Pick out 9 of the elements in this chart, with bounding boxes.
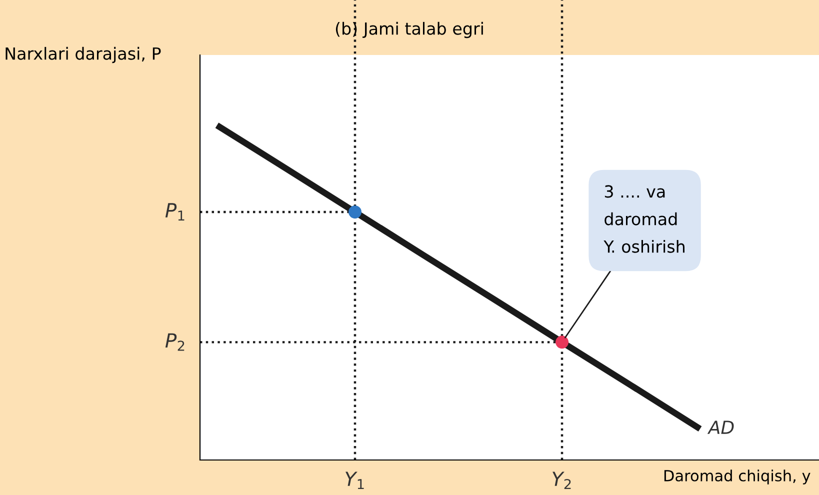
x-tick-label: Y$_{1}$ bbox=[346, 472, 364, 490]
x-axis-title: Daromad chiqish, y bbox=[664, 470, 810, 484]
annotation: 3 .... va daromad Y. oshirish bbox=[604, 185, 684, 253]
chart-title: (b) Jami talab egri bbox=[336, 22, 483, 38]
ref-line-label: P$_{1}$ bbox=[165, 203, 184, 221]
x-tick-label: Y$_{2}$ bbox=[552, 472, 571, 490]
annotation: AD bbox=[707, 420, 734, 434]
ref-line-label: P$_{2}$ bbox=[165, 333, 184, 351]
y-axis-title: Narxlari darajasi, P bbox=[6, 46, 161, 64]
